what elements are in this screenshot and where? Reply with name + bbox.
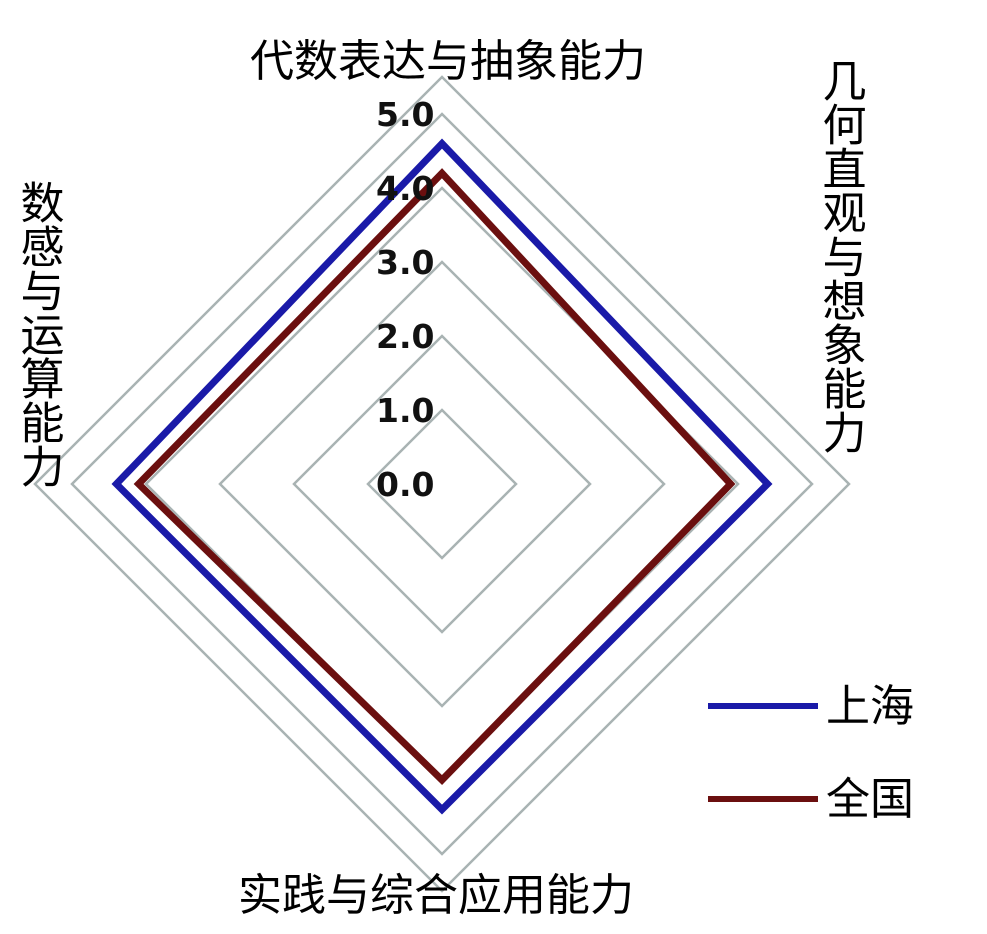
tick-label: 2.0 <box>376 317 434 356</box>
axis-label-left: 数感与运算能力 <box>13 180 64 488</box>
tick-label: 5.0 <box>376 95 434 134</box>
axis-label-top: 代数表达与抽象能力 <box>250 36 646 87</box>
series-polygon-1 <box>133 168 736 785</box>
legend-label-shanghai: 上海 <box>826 681 914 732</box>
radial-tick-labels: 0.0 1.0 2.0 3.0 4.0 5.0 <box>376 95 434 504</box>
series-polygon-0 <box>111 138 773 815</box>
grid-ring <box>366 408 518 560</box>
grid-ring <box>33 75 851 893</box>
tick-label: 1.0 <box>376 391 434 430</box>
grid-ring <box>70 112 814 856</box>
legend: 上海 全国 <box>708 681 914 825</box>
radar-series <box>111 138 773 815</box>
grid-ring <box>292 334 592 634</box>
tick-label: 3.0 <box>376 243 434 282</box>
tick-label: 0.0 <box>376 465 434 504</box>
legend-label-national: 全国 <box>826 774 914 825</box>
axis-label-bottom: 实践与综合应用能力 <box>238 870 634 921</box>
grid-ring <box>144 186 740 782</box>
tick-label: 4.0 <box>376 169 434 208</box>
grid-ring <box>218 260 666 708</box>
axis-label-right: 几何直观与想象能力 <box>815 58 866 454</box>
